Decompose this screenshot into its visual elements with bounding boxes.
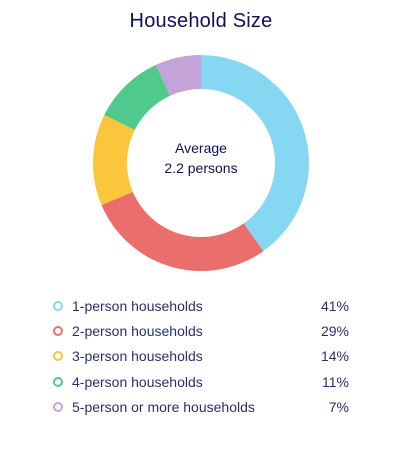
legend-item[interactable]: 5-person or more households 7%	[53, 394, 349, 419]
donut-chart	[93, 55, 309, 271]
donut-slices	[93, 55, 309, 271]
legend-label: 3-person households	[72, 348, 203, 365]
legend-item[interactable]: 4-person households 11%	[53, 369, 349, 394]
legend-marker-icon	[53, 300, 63, 311]
donut-slice-5[interactable]	[155, 55, 201, 96]
legend-item[interactable]: 2-person households 29%	[53, 318, 349, 343]
legend-value: 41%	[320, 297, 349, 314]
legend: 1-person households 41% 2-person household…	[53, 293, 349, 419]
legend-label: 1-person households	[72, 297, 203, 314]
legend-label: 5-person or more households	[72, 398, 255, 415]
center-label: Average 2.2 persons	[90, 138, 312, 178]
donut-slice-4[interactable]	[104, 64, 171, 131]
donut-slice-1[interactable]	[201, 55, 309, 252]
legend-value: 7%	[328, 398, 349, 415]
legend-marker-icon	[53, 325, 63, 336]
donut-slice-3[interactable]	[93, 114, 135, 206]
legend-value: 14%	[320, 348, 349, 365]
legend-label: 4-person households	[72, 373, 203, 390]
legend-item[interactable]: 1-person households 41%	[53, 293, 349, 318]
center-label-line1: Average	[175, 140, 227, 156]
legend-marker-icon	[53, 376, 63, 387]
legend-label: 2-person households	[72, 322, 203, 339]
legend-marker-icon	[53, 351, 63, 362]
chart-title: Household Size	[129, 10, 273, 32]
legend-value: 29%	[320, 322, 349, 339]
center-label-line2: 2.2 persons	[164, 160, 238, 176]
legend-item[interactable]: 3-person households 14%	[53, 344, 349, 369]
donut-slice-2[interactable]	[101, 191, 264, 271]
legend-marker-icon	[53, 401, 63, 412]
legend-value: 11%	[322, 373, 349, 390]
